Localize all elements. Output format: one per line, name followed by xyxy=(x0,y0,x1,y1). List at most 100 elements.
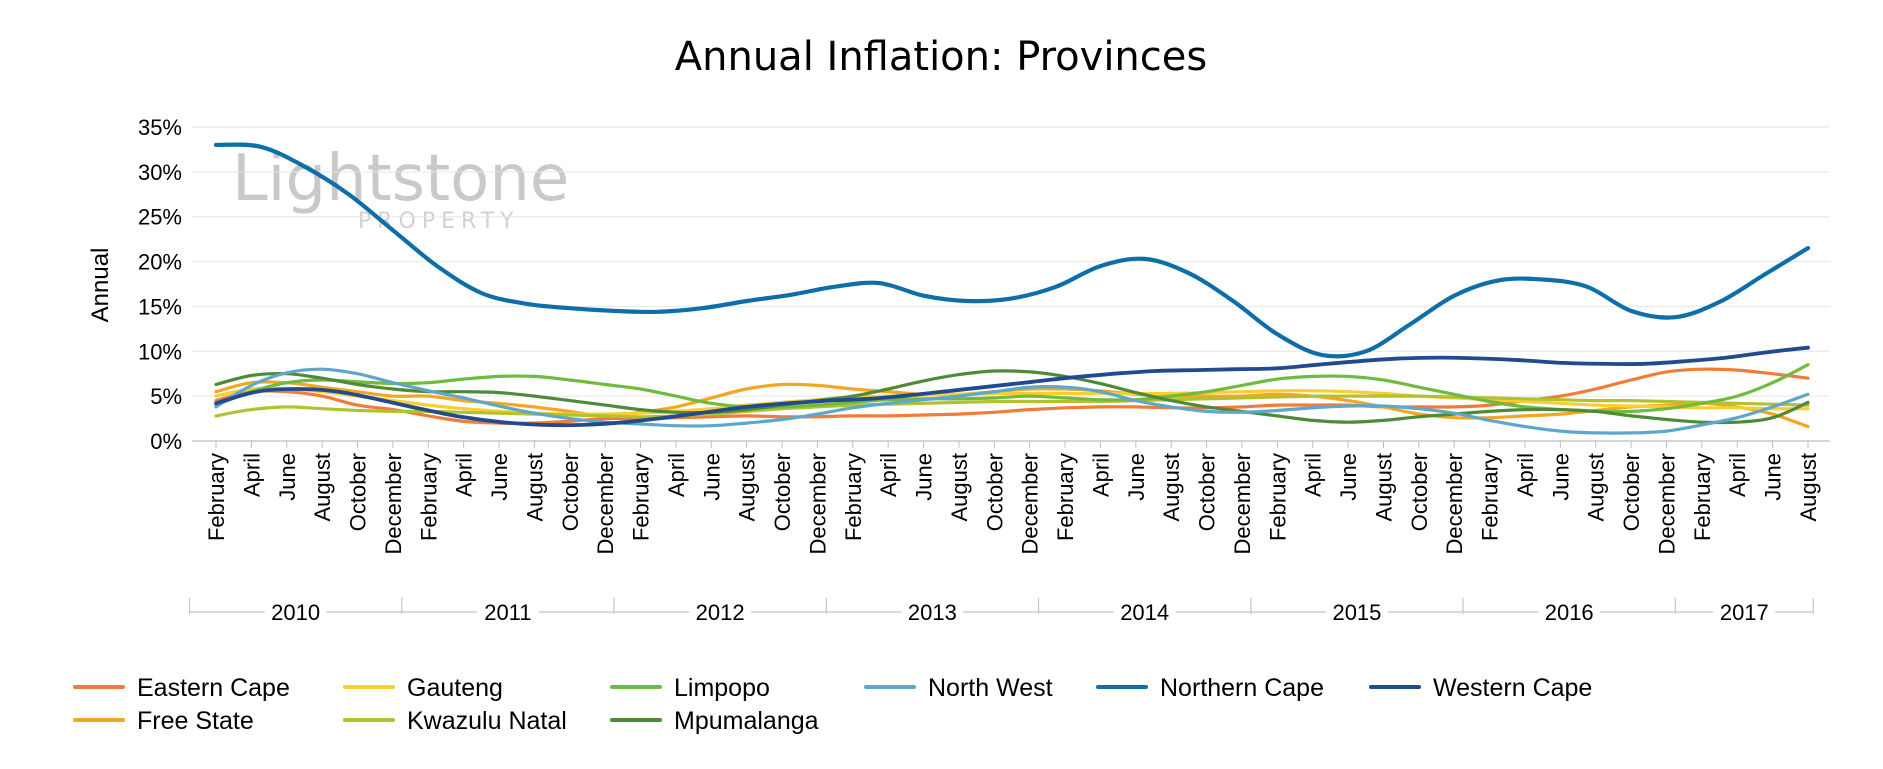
x-tick-label: August xyxy=(1371,453,1396,522)
legend-item-free-state[interactable]: Free State xyxy=(73,707,254,735)
x-tick-label: June xyxy=(912,453,937,501)
x-tick-label: February xyxy=(1053,453,1078,541)
x-tick-label: August xyxy=(735,453,760,522)
x-tick-label: June xyxy=(1761,453,1786,501)
year-label-bg xyxy=(901,598,964,624)
x-tick-label: February xyxy=(1690,453,1715,541)
year-label: 2012 xyxy=(696,600,745,625)
x-tick-label: June xyxy=(1548,453,1573,501)
x-tick-label: April xyxy=(1725,453,1750,497)
x-tick-label: June xyxy=(699,453,724,501)
x-tick-label: June xyxy=(275,453,300,501)
y-tick-label: 25% xyxy=(138,205,182,230)
legend-item-northern-cape[interactable]: Northern Cape xyxy=(1096,674,1324,702)
x-tick-label: August xyxy=(1584,453,1609,522)
x-tick-label: December xyxy=(1018,453,1043,554)
y-tick-label: 15% xyxy=(138,294,182,319)
x-tick-label: February xyxy=(841,453,866,541)
legend: Eastern Cape Gauteng Limpopo North West Nort… xyxy=(73,674,1592,735)
x-tick-label: April xyxy=(1088,453,1113,497)
y-tick-label: 10% xyxy=(138,339,182,364)
year-label: 2016 xyxy=(1545,600,1594,625)
x-tick-label: February xyxy=(629,453,654,541)
x-tick-label: April xyxy=(876,453,901,497)
year-label-bg xyxy=(689,598,752,624)
year-label-bg xyxy=(1538,598,1601,624)
x-tick-label: December xyxy=(381,453,406,554)
year-label: 2013 xyxy=(908,600,957,625)
year-label: 2010 xyxy=(271,600,320,625)
x-axis: February April June August October December Fe… xyxy=(192,440,1830,554)
legend-item-kwazulu-natal[interactable]: Kwazulu Natal xyxy=(343,707,567,735)
legend-label: Eastern Cape xyxy=(137,674,290,702)
y-tick-label: 5% xyxy=(150,384,182,409)
series-line-kwazulu-natal xyxy=(214,394,1810,419)
year-label-bg xyxy=(1713,598,1776,624)
series-line-northern-cape xyxy=(213,142,1811,359)
x-tick-label: December xyxy=(805,453,830,554)
legend-item-mpumalanga[interactable]: Mpumalanga xyxy=(610,707,819,735)
x-tick-label: June xyxy=(487,453,512,501)
legend-label: North West xyxy=(928,674,1053,702)
x-tick-label: December xyxy=(1230,453,1255,554)
x-tick-label: February xyxy=(1478,453,1503,541)
x-tick-label: December xyxy=(593,453,618,554)
plot-area xyxy=(213,142,1811,435)
series-line-gauteng xyxy=(214,386,1810,416)
legend-label: Kwazulu Natal xyxy=(407,707,567,735)
legend-label: Free State xyxy=(137,707,254,735)
legend-label: Mpumalanga xyxy=(674,707,819,735)
legend-label: Northern Cape xyxy=(1160,674,1324,702)
year-axis: 2010 2011 2012 2013 2014 2015 2016 2017 xyxy=(188,598,1814,625)
x-tick-label: February xyxy=(416,453,441,541)
legend-item-eastern-cape[interactable]: Eastern Cape xyxy=(73,674,290,702)
y-tick-label: 0% xyxy=(150,429,182,454)
y-tick-label: 35% xyxy=(138,115,182,140)
year-label-bg xyxy=(1113,598,1176,624)
year-label: 2014 xyxy=(1120,600,1169,625)
x-tick-label: June xyxy=(1124,453,1149,501)
legend-item-limpopo[interactable]: Limpopo xyxy=(610,674,770,702)
legend-item-western-cape[interactable]: Western Cape xyxy=(1369,674,1592,702)
year-label: 2015 xyxy=(1332,600,1381,625)
x-tick-label: April xyxy=(1301,453,1326,497)
x-tick-label: February xyxy=(204,453,229,541)
legend-label: Gauteng xyxy=(407,674,503,702)
y-axis-ticks: 0% 5% 10% 15% 20% 25% 30% 35% xyxy=(138,115,182,454)
watermark-line1: Lightstone xyxy=(232,142,569,216)
y-tick-label: 20% xyxy=(138,250,182,275)
x-tick-label: April xyxy=(664,453,689,497)
x-tick-label: August xyxy=(1796,453,1821,522)
y-tick-label: 30% xyxy=(138,160,182,185)
x-tick-label: April xyxy=(1513,453,1538,497)
x-tick-label: December xyxy=(1654,453,1679,554)
x-tick-label: April xyxy=(452,453,477,497)
x-tick-label: October xyxy=(1407,453,1432,531)
x-tick-label: October xyxy=(770,453,795,531)
series-line-western-cape xyxy=(214,345,1810,428)
x-tick-label: October xyxy=(346,453,371,531)
year-label: 2017 xyxy=(1720,600,1769,625)
x-tick-label: August xyxy=(947,453,972,522)
x-tick-label: February xyxy=(1265,453,1290,541)
x-tick-label: August xyxy=(310,453,335,522)
series-line-mpumalanga xyxy=(214,369,1810,425)
x-tick-label: October xyxy=(982,453,1007,531)
series-line-north-west xyxy=(214,367,1810,435)
legend-label: Western Cape xyxy=(1433,674,1592,702)
x-tick-label: October xyxy=(1619,453,1644,531)
watermark: Lightstone PROPERTY xyxy=(232,142,569,234)
x-tick-label: August xyxy=(1159,453,1184,522)
legend-item-north-west[interactable]: North West xyxy=(864,674,1053,702)
legend-item-gauteng[interactable]: Gauteng xyxy=(343,674,503,702)
year-label: 2011 xyxy=(484,600,531,625)
x-tick-label: December xyxy=(1442,453,1467,554)
x-tick-label: June xyxy=(1336,453,1361,501)
x-tick-label: October xyxy=(558,453,583,531)
gridlines xyxy=(192,126,1830,442)
x-tick-label: April xyxy=(239,453,264,497)
x-tick-label: October xyxy=(1195,453,1220,531)
year-label-bg xyxy=(476,598,539,624)
year-label-bg xyxy=(264,598,327,624)
legend-label: Limpopo xyxy=(674,674,770,702)
